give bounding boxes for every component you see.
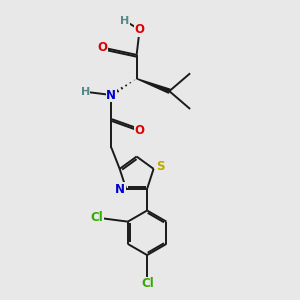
Text: O: O bbox=[135, 124, 145, 137]
Text: O: O bbox=[98, 41, 107, 54]
Text: Cl: Cl bbox=[141, 278, 154, 290]
Text: Cl: Cl bbox=[91, 211, 103, 224]
Text: N: N bbox=[115, 183, 125, 196]
Text: H: H bbox=[120, 16, 129, 26]
Text: O: O bbox=[135, 23, 145, 36]
Polygon shape bbox=[136, 79, 170, 93]
Text: H: H bbox=[81, 87, 90, 97]
Text: N: N bbox=[106, 88, 116, 101]
Text: S: S bbox=[156, 160, 164, 173]
